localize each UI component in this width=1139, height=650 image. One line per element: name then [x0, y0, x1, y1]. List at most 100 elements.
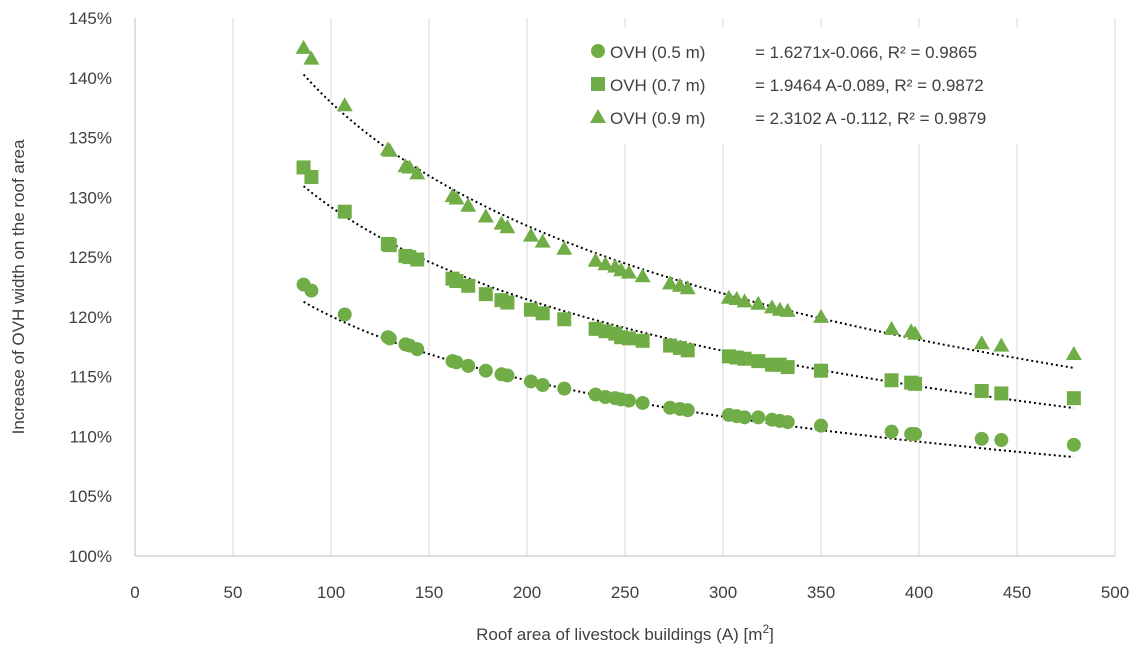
x-tick-label: 0	[130, 583, 139, 602]
data-point-circle	[449, 355, 464, 370]
data-point-triangle	[534, 233, 551, 248]
x-tick-label: 250	[611, 583, 639, 602]
data-point-triangle	[750, 295, 767, 310]
trendline-circle	[303, 300, 1074, 459]
y-tick-label: 125%	[69, 248, 112, 267]
data-point-square	[1066, 391, 1081, 406]
data-point-circle	[523, 374, 538, 389]
data-point-square	[461, 278, 476, 293]
legend-marker-circle	[591, 44, 605, 58]
data-point-circle	[780, 415, 795, 430]
data-point-square	[523, 302, 538, 317]
data-point-square	[814, 363, 828, 378]
data-point-circle	[304, 283, 319, 298]
data-point-triangle	[295, 39, 312, 54]
data-point-circle	[461, 358, 476, 373]
data-point-circle	[680, 403, 695, 418]
data-point-circle	[974, 431, 989, 446]
data-point-triangle	[736, 293, 753, 308]
legend-equation: = 1.6271x-0.066, R² = 0.9865	[755, 43, 977, 62]
data-point-triangle	[973, 335, 990, 350]
x-tick-label: 450	[1003, 583, 1031, 602]
x-tick-label: 300	[709, 583, 737, 602]
x-tick-label: 150	[415, 583, 443, 602]
data-point-square	[500, 295, 515, 310]
data-point-square	[635, 333, 650, 348]
x-tick-label: 50	[224, 583, 243, 602]
y-tick-label: 110%	[70, 427, 112, 446]
data-point-square	[410, 252, 425, 267]
data-point-triangle	[1065, 345, 1082, 360]
data-point-circle	[737, 410, 752, 425]
data-point-triangle	[620, 264, 637, 279]
data-point-square	[884, 373, 899, 388]
data-point-circle	[535, 378, 550, 393]
legend-equation: = 1.9464 A-0.089, R² = 0.9872	[755, 76, 984, 95]
data-point-square	[449, 274, 464, 289]
data-point-circle	[751, 410, 766, 425]
data-point-square	[535, 306, 550, 321]
data-point-square	[680, 343, 695, 358]
data-point-triangle	[679, 280, 696, 295]
data-point-triangle	[499, 219, 516, 234]
data-point-triangle	[597, 256, 614, 271]
data-point-circle	[908, 427, 923, 442]
legend-box	[566, 28, 1036, 144]
y-tick-label: 115%	[70, 368, 112, 387]
data-point-square	[737, 351, 752, 366]
y-axis-ticks: 100% 105% 110% 115% 120% 125% 130% 135% 140% 145%	[69, 9, 112, 566]
x-tick-label: 400	[905, 583, 933, 602]
y-tick-label: 145%	[69, 9, 112, 28]
data-point-circle	[814, 418, 828, 433]
data-point-circle	[557, 381, 572, 396]
data-point-circle	[635, 395, 650, 410]
data-point-square	[478, 287, 493, 302]
legend-marker-triangle	[590, 109, 606, 123]
data-point-triangle	[381, 142, 398, 157]
legend-label: OVH (0.9 m)	[610, 109, 705, 128]
x-tick-label: 200	[513, 583, 541, 602]
legend-equation: = 2.3102 A -0.112, R² = 0.9879	[755, 109, 986, 128]
x-tick-label: 350	[807, 583, 835, 602]
legend-label: OVH (0.5 m)	[610, 43, 705, 62]
trendline-triangle	[302, 73, 1074, 369]
data-point-square	[337, 204, 352, 219]
x-axis-title: Roof area of livestock buildings (A) [m2…	[476, 622, 774, 644]
data-point-square	[780, 360, 795, 375]
data-points	[295, 39, 1082, 452]
y-tick-label: 100%	[69, 547, 112, 566]
data-point-square	[751, 354, 766, 369]
data-point-triangle	[662, 275, 679, 290]
legend-marker-square	[591, 77, 605, 91]
data-point-triangle	[556, 240, 573, 255]
data-point-triangle	[587, 252, 604, 267]
data-point-circle	[1066, 437, 1081, 452]
trendline-square	[302, 185, 1074, 409]
data-point-triangle	[336, 97, 353, 112]
data-point-triangle	[477, 208, 494, 223]
data-point-triangle	[522, 227, 539, 242]
y-tick-label: 140%	[69, 69, 112, 88]
data-point-triangle	[883, 320, 900, 335]
y-axis-title: Increase of OVH width on the roof area	[9, 139, 28, 434]
data-point-square	[908, 376, 923, 391]
data-point-square	[994, 386, 1009, 401]
data-point-triangle	[409, 165, 426, 180]
y-tick-label: 130%	[69, 188, 112, 207]
data-point-triangle	[401, 159, 418, 174]
data-point-square	[557, 312, 572, 327]
data-point-square	[974, 384, 989, 399]
y-tick-label: 135%	[69, 129, 112, 148]
data-point-triangle	[448, 190, 465, 205]
trendlines	[302, 73, 1074, 459]
x-tick-label: 100	[317, 583, 345, 602]
data-point-circle	[410, 342, 425, 357]
data-point-circle	[337, 307, 352, 322]
data-point-circle	[478, 363, 493, 378]
data-point-square	[382, 238, 397, 253]
data-point-square	[304, 170, 319, 185]
data-point-triangle	[634, 268, 651, 283]
legend: OVH (0.5 m) = 1.6271x-0.066, R² = 0.9865 O…	[566, 28, 1036, 144]
data-point-triangle	[993, 337, 1010, 352]
data-point-circle	[382, 331, 397, 346]
